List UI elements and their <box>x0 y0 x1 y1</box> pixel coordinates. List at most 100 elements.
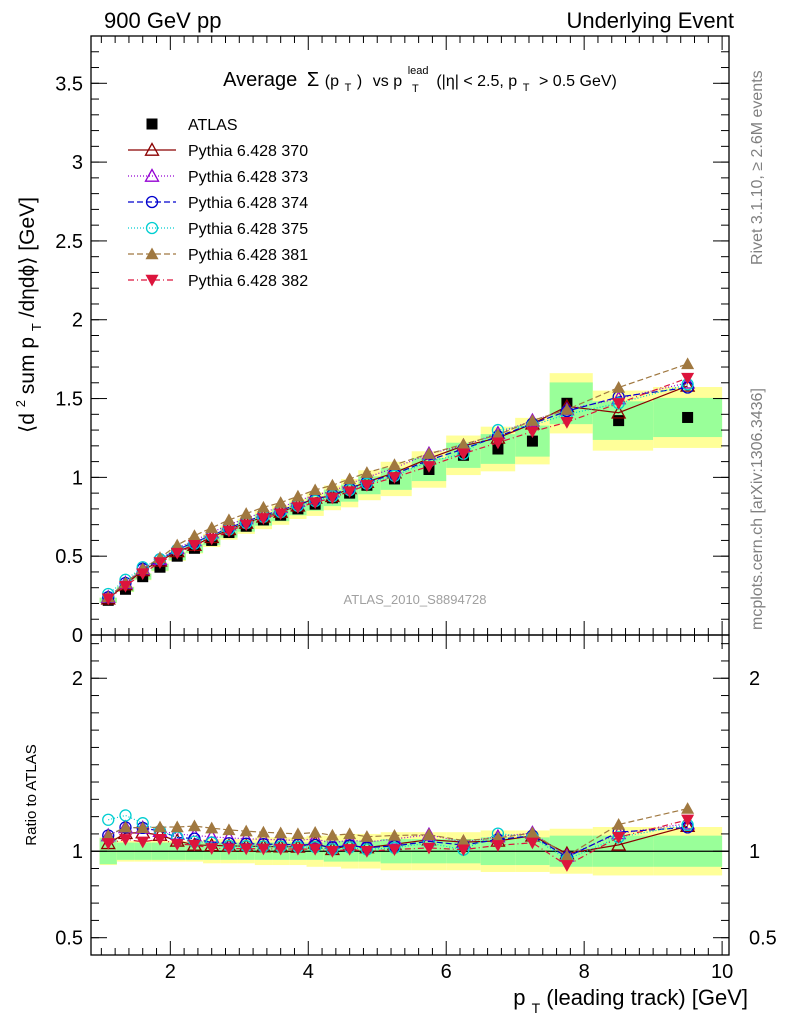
ratio-point-pythia-6-428-382 <box>491 840 505 852</box>
point-pythia-6-428-382 <box>170 547 184 560</box>
point-pythia-6-428-382 <box>456 448 470 461</box>
ratio-point-pythia-6-428-382 <box>187 839 201 852</box>
y-tick-label-right: 1 <box>749 841 760 863</box>
point-pythia-6-428-381 <box>239 507 253 519</box>
point-pythia-6-428-381 <box>422 447 436 459</box>
mcplots-label: mcplots.cern.ch [arXiv:1306.3436] <box>749 388 766 630</box>
ratio-point-pythia-6-428-382 <box>101 838 115 850</box>
point-pythia-6-428-382 <box>325 492 339 505</box>
point-pythia-6-428-381 <box>205 521 219 534</box>
x-tick-label: 2 <box>165 961 176 983</box>
point-pythia-6-428-382 <box>205 533 219 546</box>
ratio-point-pythia-6-428-382 <box>612 832 626 844</box>
uncertainty-bands <box>99 373 723 604</box>
ratio-point-pythia-6-428-382 <box>205 843 219 855</box>
point-pythia-6-428-382 <box>256 513 270 525</box>
legend-marker-pythia-6-428-374 <box>145 195 159 209</box>
point-pythia-6-428-381 <box>387 458 401 470</box>
point-pythia-6-428-381 <box>256 500 270 513</box>
y-tick-label: 2 <box>72 310 83 332</box>
ratio-point-pythia-6-428-381 <box>387 828 401 841</box>
point-pythia-6-428-381 <box>343 472 357 485</box>
legend-label-pythia-6-428-375: Pythia 6.428 375 <box>188 221 308 238</box>
y-tick-label: 3.5 <box>55 73 83 95</box>
ratio-point-pythia-6-428-381 <box>101 828 115 841</box>
legend-marker-pythia-6-428-382 <box>145 274 159 287</box>
y-tick-label: 2.5 <box>55 231 83 253</box>
ratio-point-pythia-6-428-382 <box>118 834 132 846</box>
ratio-point-pythia-6-428-382 <box>170 839 184 851</box>
main-series <box>100 357 696 606</box>
ratio-point-pythia-6-428-382 <box>387 844 401 856</box>
ratio-point-pythia-6-428-382 <box>136 836 150 849</box>
ratio-point-pythia-6-428-381 <box>308 825 322 838</box>
ratio-line-pythia-6-428-375 <box>108 814 688 861</box>
point-pythia-6-428-382 <box>136 568 150 581</box>
point-atlas <box>526 435 538 447</box>
legend-marker-pythia-6-428-381 <box>145 247 159 260</box>
ratio-point-pythia-6-428-375 <box>119 809 132 822</box>
y-tick-label-right: 2 <box>749 668 760 690</box>
ratio-point-pythia-6-428-381 <box>239 824 253 837</box>
legend-marker-atlas <box>146 118 158 130</box>
point-pythia-6-428-382 <box>308 497 322 510</box>
x-tick-label: 4 <box>303 961 314 983</box>
point-pythia-6-428-381 <box>525 414 539 426</box>
ratio-point-pythia-6-428-381 <box>291 827 305 840</box>
ratio-point-pythia-6-428-381 <box>222 823 236 836</box>
point-pythia-6-428-381 <box>274 496 288 508</box>
y-tick-label: 1.5 <box>55 389 83 411</box>
legend-label-pythia-6-428-373: Pythia 6.428 373 <box>188 169 308 186</box>
ratio-point-pythia-6-428-382 <box>325 846 339 858</box>
point-pythia-6-428-370 <box>611 404 627 419</box>
point-atlas <box>613 415 625 427</box>
ratio-point-pythia-6-428-382 <box>222 843 236 856</box>
watermark: ATLAS_2010_S8894728 <box>344 592 487 607</box>
point-pythia-6-428-382 <box>239 519 253 532</box>
point-pythia-6-428-382 <box>491 437 505 450</box>
ratio-y-axis-label: Ratio to ATLAS <box>23 744 40 845</box>
ratio-point-pythia-6-428-382 <box>525 837 539 850</box>
point-pythia-6-428-382 <box>118 580 132 593</box>
ratio-point-pythia-6-428-370 <box>611 837 627 851</box>
legend-marker-pythia-6-428-370 <box>144 142 160 156</box>
legend-label-atlas: ATLAS <box>188 117 238 134</box>
point-pythia-6-428-382 <box>422 461 436 473</box>
ratio-point-pythia-6-428-382 <box>153 833 167 846</box>
ratio-point-pythia-6-428-382 <box>681 814 695 827</box>
point-pythia-6-428-381 <box>612 381 626 393</box>
ratio-point-pythia-6-428-381 <box>274 826 288 839</box>
point-pythia-6-428-382 <box>387 472 401 484</box>
ratio-point-pythia-6-428-382 <box>274 843 288 856</box>
point-pythia-6-428-381 <box>491 428 505 441</box>
ratio-point-pythia-6-428-373 <box>221 830 237 844</box>
point-pythia-6-428-382 <box>343 486 357 499</box>
point-pythia-6-428-381 <box>456 437 470 450</box>
ratio-point-pythia-6-428-381 <box>136 821 150 834</box>
ratio-point-pythia-6-428-382 <box>239 843 253 856</box>
point-atlas <box>682 411 694 423</box>
header-left: 900 GeV pp <box>104 8 221 33</box>
y-tick-label: 0 <box>72 625 83 647</box>
legend-label-pythia-6-428-381: Pythia 6.428 381 <box>188 247 308 264</box>
legend: ATLAS Pythia 6.428 370 Pythia 6.428 373 Pyt… <box>128 117 308 290</box>
legend-marker-pythia-6-428-375 <box>145 221 159 235</box>
point-pythia-6-428-381 <box>187 529 201 541</box>
ratio-series <box>100 802 696 872</box>
ratio-point-pythia-6-428-381 <box>422 828 436 840</box>
ratio-point-pythia-6-428-381 <box>325 828 339 841</box>
ratio-point-pythia-6-428-381 <box>170 820 184 833</box>
point-pythia-6-428-382 <box>274 508 288 521</box>
ratio-point-pythia-6-428-375 <box>102 813 115 826</box>
ratio-point-pythia-6-428-382 <box>560 860 574 872</box>
point-pythia-6-428-382 <box>153 557 167 569</box>
legend-label-pythia-6-428-370: Pythia 6.428 370 <box>188 143 308 160</box>
y-tick-label-right: 0.5 <box>749 928 777 950</box>
point-pythia-6-428-382 <box>101 593 115 606</box>
ratio-point-pythia-6-428-382 <box>308 843 322 856</box>
point-pythia-6-428-381 <box>325 478 339 491</box>
ratio-point-pythia-6-428-381 <box>343 827 357 840</box>
ratio-point-pythia-6-428-382 <box>360 846 374 858</box>
axes-frame <box>90 634 730 956</box>
point-pythia-6-428-381 <box>681 357 695 370</box>
